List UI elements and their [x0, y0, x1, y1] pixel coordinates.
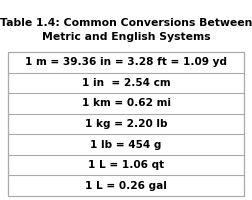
- Text: 1 km = 0.62 mi: 1 km = 0.62 mi: [81, 98, 171, 108]
- Text: Table 1.4: Common Conversions Between
Metric and English Systems: Table 1.4: Common Conversions Between Me…: [0, 18, 252, 42]
- Text: 1 L = 1.06 qt: 1 L = 1.06 qt: [88, 160, 164, 170]
- Text: 1 kg = 2.20 lb: 1 kg = 2.20 lb: [85, 119, 167, 129]
- Bar: [8, 52, 244, 196]
- Text: 1 L = 0.26 gal: 1 L = 0.26 gal: [85, 181, 167, 191]
- Text: 1 in  = 2.54 cm: 1 in = 2.54 cm: [82, 78, 170, 88]
- Text: 1 m = 39.36 in = 3.28 ft = 1.09 yd: 1 m = 39.36 in = 3.28 ft = 1.09 yd: [25, 57, 227, 67]
- Text: 1 lb = 454 g: 1 lb = 454 g: [90, 140, 162, 150]
